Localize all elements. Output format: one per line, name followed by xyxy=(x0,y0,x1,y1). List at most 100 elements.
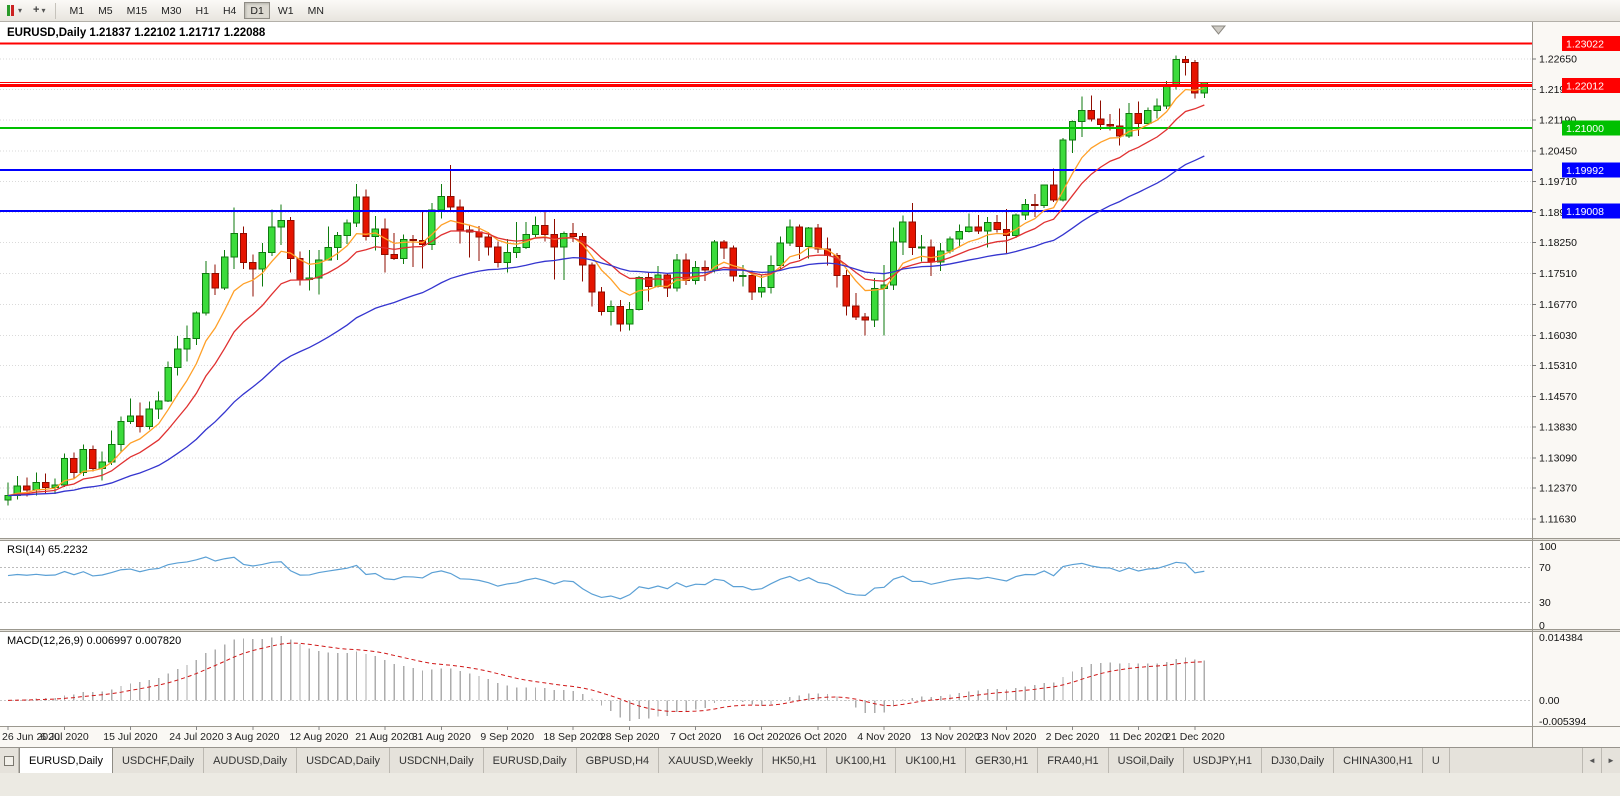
svg-text:4 Nov 2020: 4 Nov 2020 xyxy=(857,731,911,743)
chevron-down-icon: ▾ xyxy=(18,6,23,15)
svg-text:30: 30 xyxy=(1539,597,1551,609)
timeframe-button-m5[interactable]: M5 xyxy=(98,4,113,17)
rsi-level-lines xyxy=(0,566,1532,604)
rsi-axis-labels: 100 70 30 0 xyxy=(1539,541,1557,632)
svg-text:23 Nov 2020: 23 Nov 2020 xyxy=(977,731,1037,743)
chart-tab-fra40-h1[interactable]: FRA40,H1 xyxy=(1038,748,1109,773)
window-icon xyxy=(4,755,14,766)
svg-text:1.19992: 1.19992 xyxy=(1566,165,1604,177)
price-axis-labels: 1.226501.219201.211901.204501.197101.189… xyxy=(1532,53,1577,526)
macd-histogram xyxy=(16,636,1206,721)
svg-text:7 Oct 2020: 7 Oct 2020 xyxy=(670,731,722,743)
svg-text:21 Dec 2020: 21 Dec 2020 xyxy=(1165,731,1225,743)
rsi-line xyxy=(7,556,1205,600)
tab-home-button[interactable] xyxy=(0,748,19,773)
timeframe-buttons: M1 M5 M15 M30 H1 H4 D1 W1 MN xyxy=(62,0,330,22)
macd-panel-bg[interactable] xyxy=(0,632,1532,726)
svg-text:15 Jul 2020: 15 Jul 2020 xyxy=(103,731,157,743)
svg-text:1.18250: 1.18250 xyxy=(1539,237,1577,249)
chart-tab-uk100-h1[interactable]: UK100,H1 xyxy=(826,748,897,773)
tab-scroll-right-button[interactable]: ► xyxy=(1601,748,1620,773)
chart-tab-dj30-daily[interactable]: DJ30,Daily xyxy=(1261,748,1335,773)
tab-scroll-left-button[interactable]: ◄ xyxy=(1582,748,1601,773)
chart-tab-usdchf-daily[interactable]: USDCHF,Daily xyxy=(112,748,205,773)
ma-line-7 xyxy=(7,87,1205,497)
macd-signal-line xyxy=(7,642,1205,713)
chart-tab-u[interactable]: U xyxy=(1422,748,1450,773)
chart-tab-usdcnh-daily[interactable]: USDCNH,Daily xyxy=(390,748,484,773)
svg-text:0: 0 xyxy=(1539,620,1545,632)
toolbar-separator xyxy=(55,2,57,19)
panel-splitter[interactable] xyxy=(0,538,1620,541)
svg-text:1.19710: 1.19710 xyxy=(1539,176,1577,188)
chart-shift-marker[interactable] xyxy=(1210,25,1227,35)
ma-line-13 xyxy=(7,104,1205,497)
svg-text:1.13090: 1.13090 xyxy=(1539,453,1577,465)
svg-text:70: 70 xyxy=(1539,562,1551,574)
chart-tab-audusd-daily[interactable]: AUDUSD,Daily xyxy=(204,748,298,773)
chart-tab-eurusd-daily[interactable]: EURUSD,Daily xyxy=(483,748,577,773)
chart-tab-china300-h1[interactable]: CHINA300,H1 xyxy=(1334,748,1423,773)
rsi-panel-bg[interactable] xyxy=(0,541,1532,629)
timeframe-button-h4[interactable]: H4 xyxy=(222,4,237,17)
svg-text:26 Jun 2020: 26 Jun 2020 xyxy=(2,731,60,743)
svg-text:21 Aug 2020: 21 Aug 2020 xyxy=(355,731,414,743)
chart-tab-usdjpy-h1[interactable]: USDJPY,H1 xyxy=(1183,748,1262,773)
chart-tab-eurusd-daily[interactable]: EURUSD,Daily xyxy=(19,748,113,773)
svg-text:12 Aug 2020: 12 Aug 2020 xyxy=(289,731,348,743)
svg-text:1.13830: 1.13830 xyxy=(1539,422,1577,434)
candlestick-chart-icon xyxy=(7,5,16,16)
svg-text:1.19008: 1.19008 xyxy=(1566,206,1604,218)
chart-type-dropdown[interactable]: ▾ xyxy=(3,1,26,21)
chart-tabs: EURUSD,Daily USDCHF,Daily AUDUSD,Daily USDC… xyxy=(19,748,1450,773)
svg-text:3 Aug 2020: 3 Aug 2020 xyxy=(226,731,279,743)
crosshair-tool-dropdown[interactable]: + ▾ xyxy=(29,1,49,21)
svg-text:1.16770: 1.16770 xyxy=(1539,299,1577,311)
timeframe-button-mn[interactable]: MN xyxy=(307,4,324,17)
main-panel-bg[interactable] xyxy=(0,22,1532,538)
chart-tab-uk100-h1[interactable]: UK100,H1 xyxy=(896,748,967,773)
chart-tab-bar: EURUSD,Daily USDCHF,Daily AUDUSD,Daily USDC… xyxy=(0,747,1620,773)
svg-text:2 Dec 2020: 2 Dec 2020 xyxy=(1046,731,1100,743)
chart-tab-ger30-h1[interactable]: GER30,H1 xyxy=(966,748,1039,773)
timeframe-button-h1[interactable]: H1 xyxy=(195,4,209,17)
svg-text:1.14570: 1.14570 xyxy=(1539,391,1577,403)
macd-axis-labels: 0.014384 0.00 -0.005394 xyxy=(1539,632,1586,728)
svg-text:1.17510: 1.17510 xyxy=(1539,268,1577,280)
chart-tab-usoil-daily[interactable]: USOil,Daily xyxy=(1108,748,1184,773)
timeframe-button-m1[interactable]: M1 xyxy=(69,4,85,17)
ma-line-34 xyxy=(7,155,1205,497)
timeframe-button-d1[interactable]: D1 xyxy=(244,2,270,19)
date-axis-bg[interactable] xyxy=(0,726,1532,747)
timeframe-button-m15[interactable]: M15 xyxy=(126,4,148,17)
svg-text:1.20450: 1.20450 xyxy=(1539,145,1577,157)
panel-splitter[interactable] xyxy=(0,629,1620,632)
chart-tab-xauusd-weekly[interactable]: XAUUSD,Weekly xyxy=(659,748,763,773)
crosshair-icon: + xyxy=(33,4,40,16)
svg-text:1.23022: 1.23022 xyxy=(1566,38,1604,50)
price-axis-bg[interactable] xyxy=(1532,22,1620,747)
svg-text:1.22650: 1.22650 xyxy=(1539,53,1577,65)
timeframe-button-w1[interactable]: W1 xyxy=(277,4,294,17)
svg-text:1.16030: 1.16030 xyxy=(1539,330,1577,342)
chart-tab-hk50-h1[interactable]: HK50,H1 xyxy=(762,748,827,773)
timeframe-button-m30[interactable]: M30 xyxy=(161,4,182,17)
svg-text:-0.005394: -0.005394 xyxy=(1539,716,1586,728)
toolbar: ▾ + ▾ M1 M5 M15 M30 H1 H4 D1 W1 MN xyxy=(0,0,1620,22)
tab-spacer xyxy=(1450,748,1582,773)
horizontal-level-lines[interactable] xyxy=(0,42,1532,213)
svg-text:28 Sep 2020: 28 Sep 2020 xyxy=(600,731,660,743)
chart-tab-usdcad-daily[interactable]: USDCAD,Daily xyxy=(297,748,391,773)
svg-text:1.21000: 1.21000 xyxy=(1566,123,1604,135)
svg-text:16 Oct 2020: 16 Oct 2020 xyxy=(733,731,790,743)
svg-text:1.12370: 1.12370 xyxy=(1539,483,1577,495)
svg-text:1.15310: 1.15310 xyxy=(1539,360,1577,372)
price-level-badges: 1.23022 1.22012 1.21000 1.19992 1.19008 xyxy=(1562,35,1620,219)
chevron-down-icon: ▾ xyxy=(41,6,46,15)
svg-text:26 Oct 2020: 26 Oct 2020 xyxy=(790,731,847,743)
chart-tab-gbpusd-h4[interactable]: GBPUSD,H4 xyxy=(576,748,660,773)
svg-text:13 Nov 2020: 13 Nov 2020 xyxy=(920,731,980,743)
